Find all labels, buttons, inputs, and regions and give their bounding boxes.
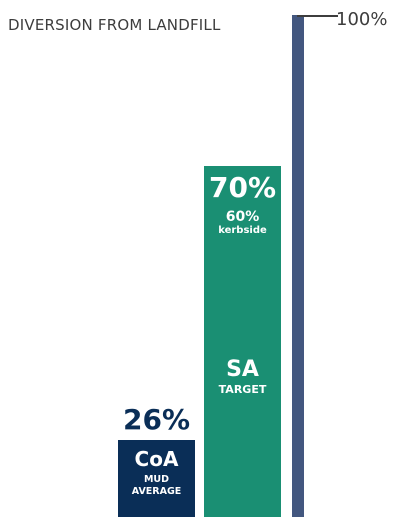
max-tick-line — [297, 15, 338, 17]
bar-sa-target: 70% 60% kerbside SA TARGET — [204, 166, 281, 517]
bar-name-sub-label: TARGET — [218, 383, 267, 396]
bar-value-label: 26% — [122, 403, 191, 436]
max-label: 100% — [336, 9, 388, 30]
full-scale-bar — [292, 15, 304, 517]
bar-sub-line-1: MUD — [143, 474, 170, 485]
bar-value-label: 70% — [208, 171, 277, 204]
bar-sub-line-2: AVERAGE — [131, 486, 182, 497]
bar-name-sub-label: MUD AVERAGE — [118, 474, 195, 498]
bar-coa-mud-average: CoA MUD AVERAGE — [118, 440, 195, 517]
bar-name-label: CoA — [134, 447, 179, 471]
chart-title: DIVERSION FROM LANDFILL — [8, 16, 221, 34]
bar-name-label: SA — [226, 357, 259, 382]
kerbside-caption: kerbside — [218, 225, 267, 236]
kerbside-value-label: 60% — [225, 209, 260, 225]
